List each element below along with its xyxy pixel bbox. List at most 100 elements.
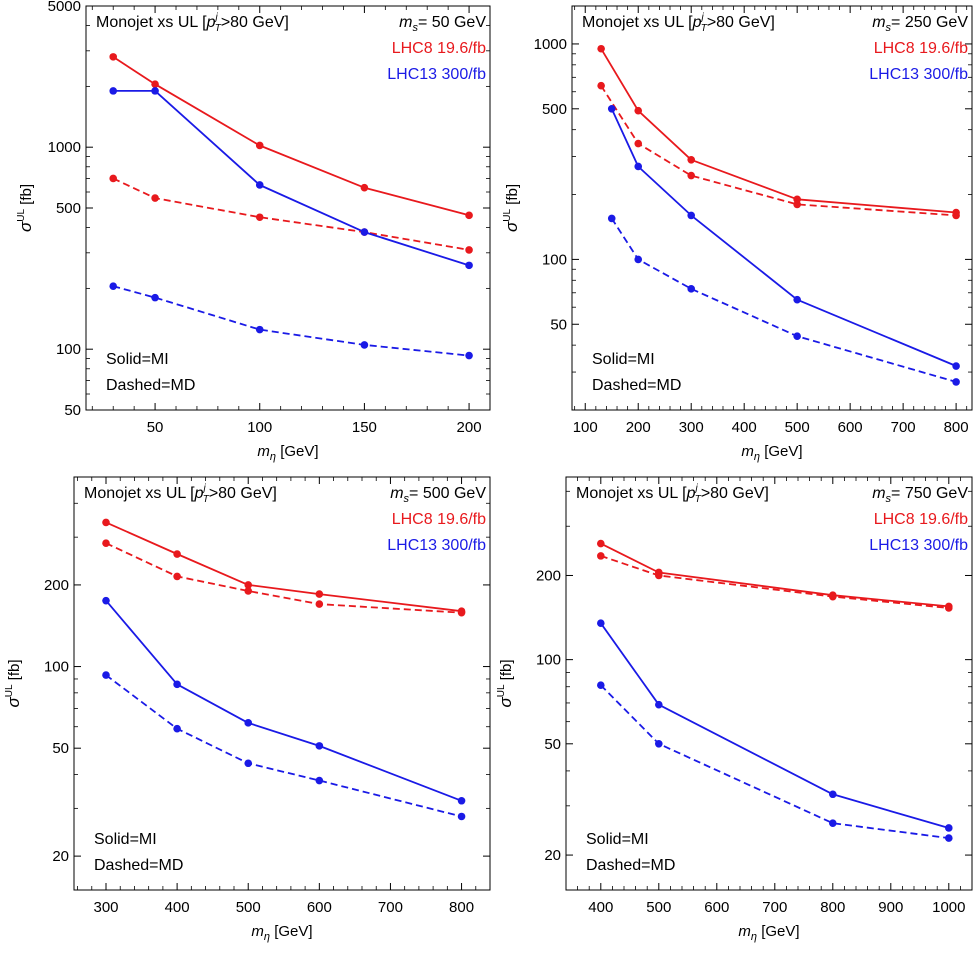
y-tick-label: 5000: [48, 0, 81, 15]
data-point: [465, 351, 473, 360]
data-point: [634, 255, 643, 264]
x-tick-label: 400: [732, 419, 757, 436]
x-tick-label: 1000: [932, 899, 965, 916]
data-point: [360, 228, 369, 236]
x-tick-label: 500: [236, 899, 261, 916]
y-axis-title: σUL [fb]: [4, 659, 23, 707]
legend-lhc13: LHC13 300/fb: [869, 537, 968, 554]
y-tick-label: 500: [542, 101, 567, 118]
data-point: [457, 812, 466, 821]
data-point: [952, 362, 960, 370]
data-point: [457, 796, 466, 805]
data-point: [151, 87, 159, 95]
series-line-lhc8-dashed: [600, 555, 949, 609]
panel-title: Monojet xs UL [pj T>80 GeV]: [84, 483, 277, 505]
data-point: [793, 332, 801, 341]
legend-lhc13: LHC13 300/fb: [387, 537, 486, 554]
data-point: [465, 246, 473, 254]
data-point: [829, 592, 837, 601]
data-point: [109, 282, 118, 291]
x-tick-label: 100: [573, 419, 598, 436]
x-axis-title: mη [GeV]: [251, 923, 312, 943]
data-point: [597, 81, 605, 90]
panel-2: 100 200 300 400 500 600 700 800 50 100 500 1000 mη […: [502, 5, 973, 463]
x-tick-label: 700: [891, 419, 916, 436]
data-point: [360, 341, 369, 349]
y-tick-label: 100: [536, 652, 561, 669]
y-tick-label: 20: [544, 847, 561, 864]
data-point: [173, 680, 181, 689]
data-point: [102, 671, 110, 679]
x-tick-label: 600: [307, 899, 332, 916]
y-tick-label: 20: [52, 848, 69, 865]
plot-frame: [571, 5, 973, 411]
x-axis-title: mη [GeV]: [257, 443, 318, 463]
x-tick-label: 150: [352, 419, 377, 436]
y-axis-title: σUL [fb]: [496, 659, 515, 707]
series-line-lhc13-dashed: [600, 684, 949, 839]
series-line-lhc8-solid: [600, 542, 949, 608]
y-tick-label: 100: [56, 341, 81, 358]
data-point: [687, 155, 696, 164]
panel-3: 300 400 500 600 700 800 20 50 100 200 mη [GeV] σUL …: [4, 476, 491, 943]
x-tick-label: 800: [449, 899, 474, 916]
data-point: [597, 619, 605, 627]
data-point: [597, 552, 605, 560]
legend-lhc8: LHC8 19.6/fb: [874, 511, 968, 528]
data-point: [173, 724, 181, 733]
x-tick-label: 100: [247, 419, 272, 436]
data-point: [945, 824, 953, 832]
note-solid: Solid=MI: [94, 831, 157, 848]
data-point: [151, 293, 159, 302]
data-point: [945, 834, 953, 842]
note-dashed: Dashed=MD: [586, 857, 675, 874]
x-tick-label: 800: [820, 899, 845, 916]
y-tick-label: 50: [64, 402, 81, 419]
y-axis-title: σUL [fb]: [16, 184, 35, 232]
data-point: [255, 141, 264, 150]
series-line-lhc13-dashed: [610, 217, 957, 383]
data-point: [793, 200, 801, 209]
data-point: [315, 600, 324, 608]
ms-label: ms= 500 GeV: [390, 485, 486, 505]
data-point: [109, 53, 118, 61]
data-point: [952, 378, 960, 386]
y-tick-label: 50: [544, 736, 561, 753]
x-tick-label: 700: [378, 899, 403, 916]
data-point: [597, 681, 605, 690]
data-point: [829, 790, 837, 799]
data-point: [597, 539, 605, 548]
panel-title: Monojet xs UL [pj T>80 GeV]: [576, 483, 769, 505]
panel-4: 400 500 600 700 800 900 1000 20 50 100 200 mη [GeV]…: [496, 476, 973, 943]
series-line-lhc13-solid: [600, 622, 950, 829]
y-tick-label: 1000: [48, 139, 81, 156]
data-point: [655, 571, 663, 580]
data-point: [952, 211, 960, 220]
data-point: [634, 162, 643, 171]
data-point: [655, 700, 663, 709]
data-point: [945, 604, 953, 612]
data-point: [151, 194, 159, 202]
data-point: [655, 740, 663, 748]
data-point: [102, 596, 110, 605]
y-tick-label: 50: [52, 740, 69, 757]
data-point: [315, 776, 324, 785]
data-point: [465, 261, 473, 270]
data-point: [687, 171, 696, 180]
x-tick-label: 300: [93, 899, 118, 916]
panel-title: Monojet xs UL [pj T>80 GeV]: [96, 12, 289, 34]
data-point: [151, 80, 159, 89]
data-point: [457, 608, 466, 617]
x-tick-label: 200: [626, 419, 651, 436]
series-line-lhc8-dashed: [112, 177, 470, 251]
x-tick-label: 200: [457, 419, 482, 436]
x-tick-label: 900: [878, 899, 903, 916]
data-point: [829, 819, 837, 828]
plot-frame: [73, 476, 491, 891]
y-tick-label: 200: [536, 567, 561, 584]
data-point: [607, 105, 616, 113]
y-axis-title: σUL [fb]: [502, 184, 521, 232]
data-point: [244, 759, 253, 768]
x-tick-label: 300: [679, 419, 704, 436]
